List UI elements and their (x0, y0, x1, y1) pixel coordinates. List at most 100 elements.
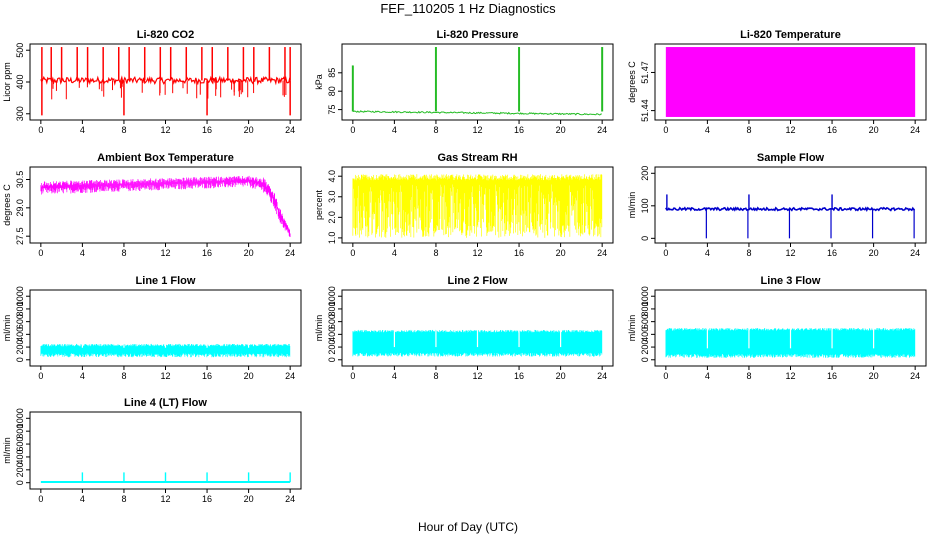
data-line (352, 110, 602, 116)
series-line2 (352, 329, 603, 357)
panel-title: Li-820 Temperature (740, 29, 841, 41)
y-axis-label: percent (314, 189, 324, 220)
y-tick-label: 200 (15, 340, 25, 355)
x-tick-label: 12 (785, 125, 795, 135)
x-tick-label: 8 (433, 371, 438, 381)
x-tick-label: 24 (597, 248, 607, 258)
x-tick-label: 16 (202, 494, 212, 504)
x-tick-label: 12 (160, 248, 170, 258)
y-axis: 75 80 85 (327, 68, 342, 115)
x-tick-label: 4 (80, 371, 85, 381)
x-tick-label: 12 (472, 371, 482, 381)
y-tick-label: 75 (327, 105, 337, 115)
x-tick-label: 24 (910, 371, 920, 381)
x-tick-label: 16 (827, 125, 837, 135)
x-tick-label: 12 (160, 125, 170, 135)
y-tick-label: 29.0 (15, 199, 25, 217)
x-tick-label: 20 (556, 125, 566, 135)
x-tick-label: 16 (202, 125, 212, 135)
x-axis: 0 4 8 12 16 20 24 (663, 365, 920, 381)
x-tick-label: 24 (285, 371, 295, 381)
series-temperature (665, 47, 916, 117)
y-tick-label: 1000 (15, 286, 25, 306)
plot-frame (29, 166, 302, 244)
x-tick-label: 12 (160, 371, 170, 381)
y-tick-label: 400 (640, 327, 650, 342)
x-axis: 0 4 8 12 16 20 24 (663, 242, 920, 258)
x-tick-label: 20 (244, 494, 254, 504)
series-pressure (351, 47, 604, 116)
x-tick-label: 4 (705, 371, 710, 381)
x-tick-label: 24 (285, 125, 295, 135)
panel-temperature: Li-820 Temperature degrees C 0 4 8 12 16 20 24 51… (627, 29, 927, 135)
x-tick-label: 8 (121, 248, 126, 258)
y-axis-label: ml/min (2, 437, 12, 464)
y-tick-label: 0 (640, 236, 650, 241)
x-tick-label: 20 (244, 371, 254, 381)
y-tick-label: 1.0 (327, 232, 337, 245)
x-tick-label: 16 (202, 248, 212, 258)
x-tick-label: 0 (38, 371, 43, 381)
data-line (665, 206, 915, 212)
panel-line3: Line 3 Flow ml/min 0 4 8 12 16 20 24 0 20040060080… (627, 275, 927, 381)
x-axis: 0 4 8 12 16 20 24 (350, 119, 607, 135)
x-tick-label: 24 (910, 248, 920, 258)
panel-title: Ambient Box Temperature (97, 152, 234, 164)
x-tick-label: 0 (663, 371, 668, 381)
y-tick-label: 400 (327, 327, 337, 342)
x-tick-label: 20 (869, 371, 879, 381)
y-tick-label: 0 (327, 357, 337, 362)
x-tick-label: 24 (597, 371, 607, 381)
x-tick-label: 0 (38, 248, 43, 258)
y-tick-label: 200 (640, 340, 650, 355)
panel-co2: Li-820 CO2 Licor ppm 0 4 8 12 16 20 24 300 400 500 (2, 29, 302, 135)
x-axis: 0 4 8 12 16 20 24 (38, 242, 295, 258)
x-axis: 0 4 8 12 16 20 24 (38, 488, 295, 504)
x-tick-label: 8 (433, 248, 438, 258)
x-tick-label: 0 (663, 248, 668, 258)
x-tick-label: 4 (80, 494, 85, 504)
y-tick-label: 400 (15, 74, 25, 89)
panel-line1: Line 1 Flow ml/min 0 4 8 12 16 20 24 0 20040060080… (2, 275, 302, 381)
x-tick-label: 0 (350, 248, 355, 258)
y-tick-label: 600 (327, 314, 337, 329)
x-axis: 0 4 8 12 16 20 24 (350, 365, 607, 381)
series-line4 (40, 472, 291, 484)
panel-rh: Gas Stream RH percent 0 4 8 12 16 20 24 1.0 2.0 3.0… (314, 152, 614, 258)
y-tick-label: 85 (327, 68, 337, 78)
x-tick-label: 4 (80, 248, 85, 258)
panel-pressure: Li-820 Pressure kPa 0 4 8 12 16 20 24 75 80 85 (314, 29, 614, 135)
x-tick-label: 16 (827, 248, 837, 258)
x-tick-label: 24 (285, 248, 295, 258)
y-tick-label: 1000 (640, 286, 650, 306)
series-rh (352, 174, 603, 238)
y-axis: 0 100 200 (640, 166, 655, 241)
y-tick-label: 800 (327, 301, 337, 316)
y-tick-label: 300 (15, 106, 25, 121)
y-tick-label: 400 (15, 327, 25, 342)
y-axis-label: ml/min (314, 315, 324, 342)
x-tick-label: 0 (38, 125, 43, 135)
y-tick-label: 1000 (15, 408, 25, 428)
x-tick-label: 8 (746, 248, 751, 258)
x-tick-label: 0 (663, 125, 668, 135)
panel-line4: Line 4 (LT) Flow ml/min 0 4 8 12 16 20 24 0 200400… (2, 397, 302, 504)
y-tick-label: 51.44 (640, 99, 650, 122)
y-tick-label: 600 (15, 437, 25, 452)
panel-title: Sample Flow (757, 152, 825, 164)
panel-title: Line 3 Flow (761, 275, 821, 287)
panel-title: Line 4 (LT) Flow (124, 397, 207, 409)
data-band (665, 47, 916, 117)
y-tick-label: 500 (15, 43, 25, 58)
y-tick-label: 0 (640, 357, 650, 362)
panel-title: Gas Stream RH (437, 152, 517, 164)
series-line1 (40, 343, 291, 358)
x-tick-label: 0 (350, 125, 355, 135)
panel-ambient: Ambient Box Temperature degrees C 0 4 8 12 16 2… (2, 152, 302, 258)
y-tick-label: 400 (15, 449, 25, 464)
x-tick-label: 8 (746, 125, 751, 135)
y-tick-label: 4.0 (327, 170, 337, 183)
panel-title: Li-820 CO2 (137, 29, 194, 41)
